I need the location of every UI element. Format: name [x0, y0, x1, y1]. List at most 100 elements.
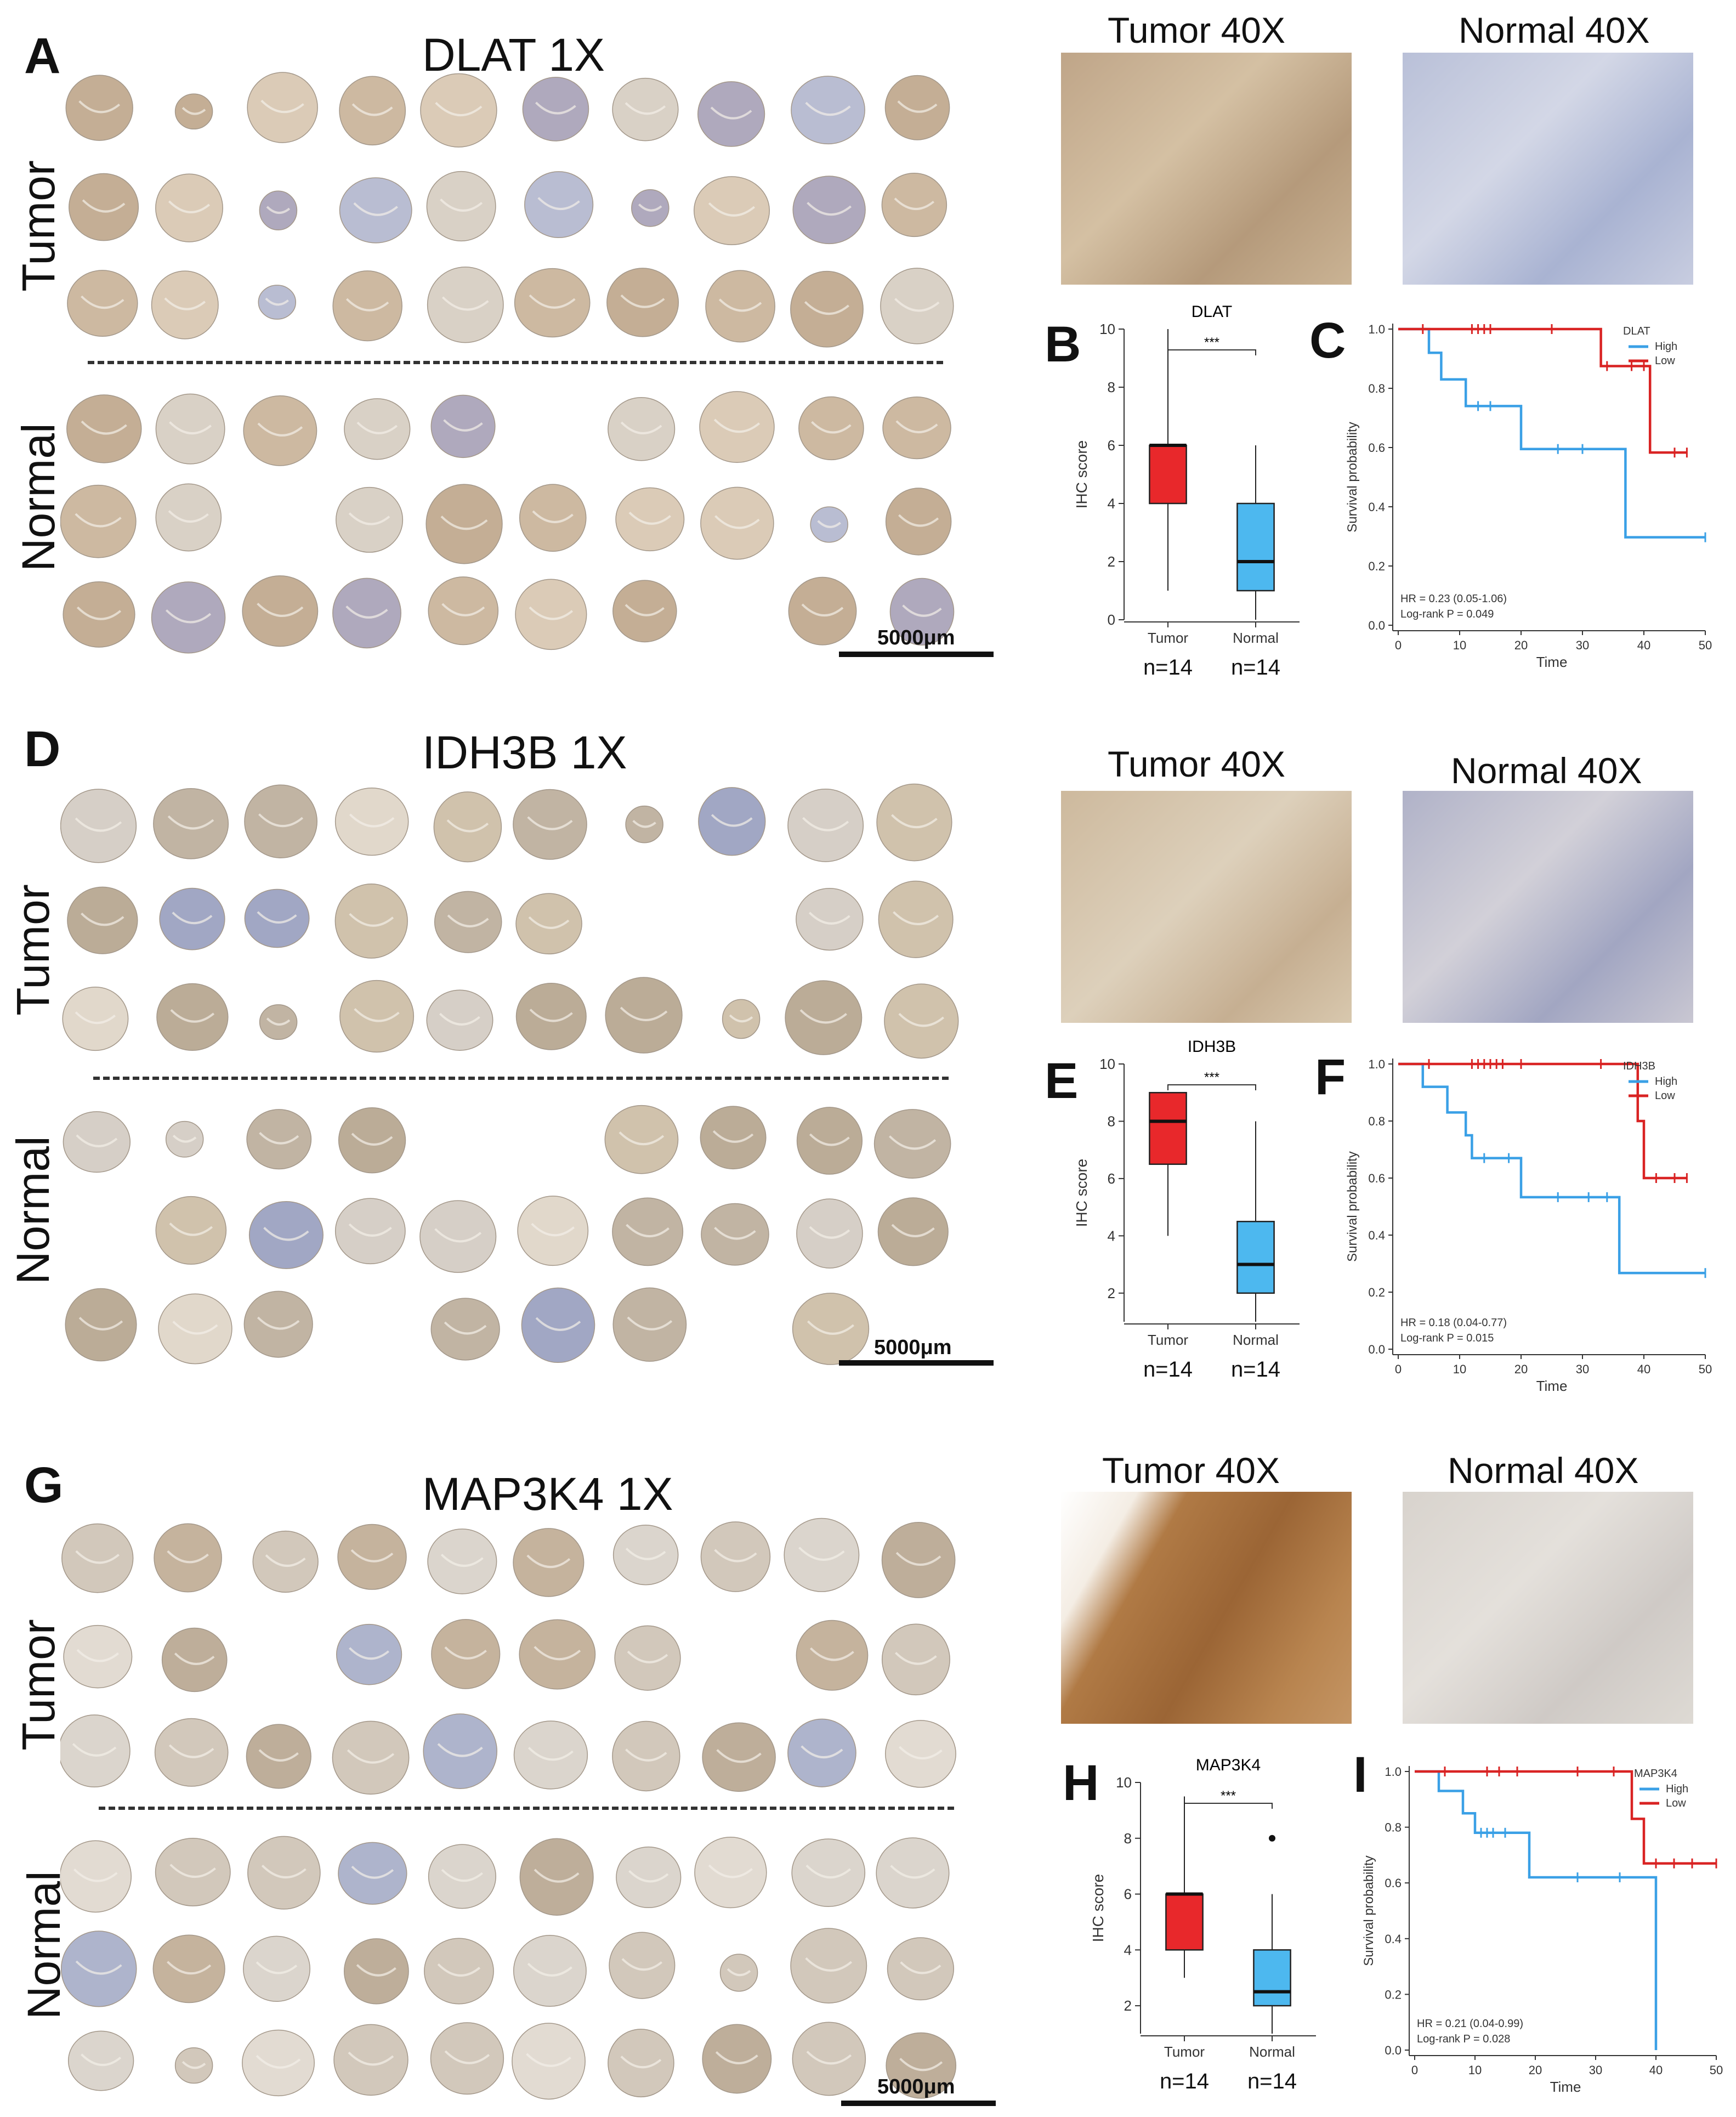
significance-bracket [1184, 1803, 1273, 1809]
tissue-core [521, 1287, 595, 1363]
tissue-core [884, 75, 950, 140]
tissue-core [519, 1619, 596, 1690]
y-axis-label: Survival probability [1345, 1151, 1360, 1261]
tissue-core-crack [801, 603, 844, 616]
tissue-core-crack [440, 516, 488, 530]
category-label: Normal [1249, 2044, 1295, 2060]
tissue-core-crack [805, 101, 851, 116]
tissue-core [337, 1524, 407, 1590]
tumor-normal-divider [93, 1077, 949, 1080]
tissue-core [156, 983, 229, 1051]
legend-label: Low [1655, 355, 1675, 367]
tissue-core-crack [718, 298, 762, 312]
tissue-core-crack [895, 1652, 937, 1665]
tissue-core [339, 76, 406, 146]
tissue-core-crack [626, 1224, 670, 1237]
tissue-core [517, 1196, 589, 1266]
tissue-core [63, 1624, 133, 1689]
tissue-core [248, 1201, 324, 1269]
tissue-core-crack [809, 1647, 854, 1661]
x-tick-label: 40 [1649, 2063, 1663, 2077]
tissue-core-crack [258, 1749, 299, 1762]
tissue-core-crack [620, 1006, 668, 1021]
x-tick-label: 10 [1453, 638, 1466, 652]
tissue-core [513, 1528, 585, 1597]
tissue-core-crack [168, 1744, 214, 1758]
x-tick-label: 0 [1411, 2063, 1418, 2077]
tissue-core-crack [894, 298, 940, 312]
tissue-core [881, 172, 948, 237]
tissue-core-crack [345, 605, 388, 619]
hazard-ratio-text: HR = 0.18 (0.04-0.77) [1400, 1317, 1507, 1329]
sample-size-label: n=14 [1160, 2069, 1209, 2093]
tissue-core [338, 1107, 406, 1174]
tissue-core-crack [169, 421, 212, 434]
tissue-core-crack [808, 912, 850, 925]
tissue-core-crack [526, 1554, 571, 1568]
tissue-core [332, 1720, 410, 1795]
panel-letter-e: E [1045, 1053, 1079, 1109]
tissue-core [174, 93, 213, 130]
tissue-core [616, 1846, 682, 1909]
tissue-core-crack [716, 1749, 762, 1763]
tissue-core [694, 1837, 767, 1909]
normal-40x-title: Normal 40X [1451, 750, 1642, 791]
tissue-core-crack [891, 1224, 935, 1237]
tissue-core [343, 1938, 409, 2005]
tissue-core-crack [165, 609, 212, 624]
tissue-core-crack [529, 606, 574, 620]
tissue-core [244, 784, 317, 858]
y-tick-label: 6 [1108, 437, 1115, 454]
tissue-core [784, 1518, 860, 1592]
tissue-core-crack [167, 815, 214, 830]
tissue-core [60, 1931, 137, 2007]
scale-bar-label: 5000μm [877, 626, 955, 649]
tissue-core-crack [259, 1132, 299, 1145]
tissue-core [242, 575, 319, 647]
tissue-core [791, 1838, 866, 1907]
legend-label: High [1655, 1076, 1677, 1088]
tissue-core-crack [78, 100, 121, 114]
tissue-core [699, 391, 775, 463]
tissue-core [615, 487, 685, 552]
tissue-core-crack [897, 100, 938, 113]
tissue-core [155, 1837, 231, 1906]
tissue-core [165, 1120, 204, 1158]
tissue-core-crack [167, 1961, 212, 1975]
tissue-core [873, 1109, 951, 1179]
sample-size-label: n=14 [1231, 1357, 1280, 1382]
tissue-core [66, 394, 142, 463]
tissue-core [515, 893, 582, 955]
tissue-core [155, 1196, 227, 1265]
tma-title-map3k4: MAP3K4 1X [422, 1468, 673, 1520]
tissue-core-crack [347, 1749, 395, 1764]
tissue-core [614, 1625, 681, 1691]
tissue-core [524, 171, 594, 239]
tissue-core-crack [888, 1135, 937, 1150]
tissue-core [514, 268, 591, 338]
tumor-40x-micrograph [1061, 791, 1352, 1023]
y-tick-label: 8 [1124, 1830, 1132, 1847]
tissue-core-crack [76, 606, 122, 620]
box-body [1253, 1949, 1291, 2007]
boxplot-dlat: DLAT 0 2 4 6 8 10 IHC score *** Tumor n=14 Normal n=… [1073, 303, 1300, 680]
panel-letter-h: H [1063, 1755, 1099, 1811]
y-tick-label: 0 [1108, 612, 1115, 628]
panel-letter-g: G [24, 1457, 64, 1513]
tissue-core [881, 1522, 956, 1598]
tissue-core-crack [898, 514, 939, 527]
tissue-core-crack [444, 2050, 490, 2064]
tissue-core-crack [708, 202, 756, 217]
tissue-core-crack [799, 1009, 847, 1024]
tissue-core [522, 77, 589, 141]
tissue-core-crack [349, 1647, 389, 1660]
category-label: Normal [1233, 1332, 1279, 1348]
tissue-core [608, 397, 676, 461]
normal-40x-title: Normal 40X [1459, 10, 1650, 50]
y-axis-label: IHC score [1090, 1874, 1107, 1942]
tissue-core [420, 73, 497, 148]
tissue-core [419, 1200, 497, 1273]
tissue-core-crack [75, 1960, 122, 1975]
tissue-core-crack [169, 1864, 216, 1878]
legend-label: High [1655, 341, 1677, 353]
